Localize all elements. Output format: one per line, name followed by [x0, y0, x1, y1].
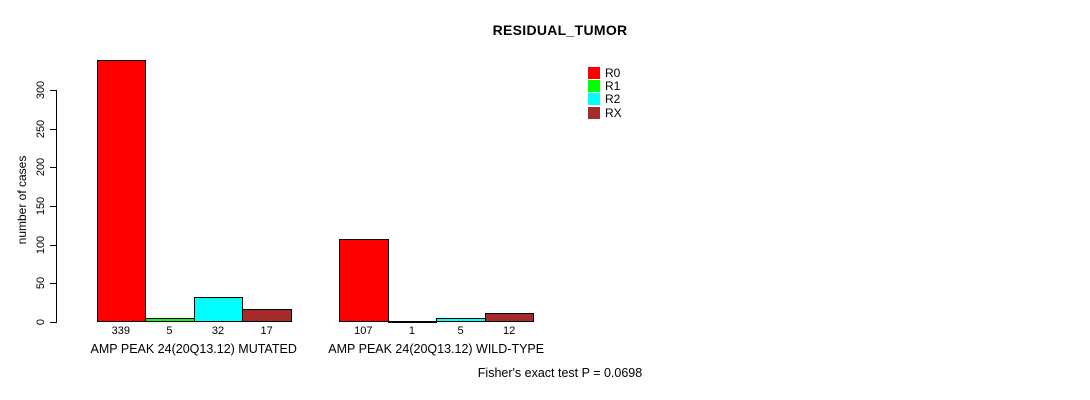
y-tick-mark — [50, 322, 56, 323]
legend-label: R1 — [605, 78, 621, 93]
bar-r0-group1 — [96, 59, 147, 322]
legend-label: R2 — [605, 92, 621, 107]
category-label: AMP PEAK 24(20Q13.12) MUTATED — [90, 342, 297, 356]
bar-value-label: 339 — [111, 325, 130, 337]
y-axis-line — [56, 90, 57, 323]
bar-r1-group2 — [387, 321, 438, 324]
bar-value-label: 32 — [211, 325, 225, 337]
chart-title: RESIDUAL_TUMOR — [492, 22, 628, 38]
y-tick-label: 100 — [35, 235, 47, 254]
category-label: AMP PEAK 24(20Q13.12) WILD-TYPE — [328, 342, 545, 356]
bar-value-label: 107 — [354, 325, 373, 337]
legend-row-r2: R2 — [588, 93, 622, 106]
bar-r1-group1 — [145, 318, 195, 322]
y-tick-label: 0 — [35, 318, 47, 326]
bar-r0-group2 — [339, 239, 389, 322]
y-tick-label: 300 — [35, 80, 47, 100]
legend-swatch-r2 — [588, 93, 600, 106]
y-tick-label: 50 — [35, 277, 47, 290]
bar-value-label: 17 — [260, 325, 273, 337]
legend-swatch-rx — [588, 106, 600, 119]
legend-row-rx: RX — [588, 106, 622, 119]
legend: R0 R1 R2 RX — [588, 66, 622, 119]
y-tick-mark — [50, 167, 56, 169]
y-tick-mark — [50, 128, 56, 130]
y-tick-mark — [50, 90, 56, 91]
bar-value-label: 1 — [408, 325, 415, 337]
bar-rx-group2 — [484, 312, 535, 322]
bar-rx-group1 — [242, 308, 292, 322]
bar-value-label: 5 — [166, 325, 173, 337]
bar-value-label: 5 — [457, 325, 464, 337]
legend-label: RX — [605, 105, 622, 120]
legend-label: R0 — [605, 65, 621, 80]
legend-swatch-r0 — [588, 66, 600, 79]
y-tick-label: 250 — [35, 119, 47, 138]
y-tick-mark — [50, 206, 56, 207]
legend-row-r0: R0 — [588, 66, 622, 79]
legend-row-r1: R1 — [588, 79, 622, 92]
y-tick-mark — [50, 244, 56, 246]
legend-swatch-r1 — [588, 79, 600, 92]
y-tick-label: 200 — [35, 158, 47, 177]
y-axis-title: number of cases — [15, 155, 29, 245]
y-tick-mark — [50, 283, 56, 285]
bar-value-label: 12 — [502, 325, 516, 337]
y-tick-label: 150 — [35, 196, 47, 216]
fisher-test-note: Fisher's exact test P = 0.0698 — [477, 366, 643, 380]
bar-r2-group2 — [436, 318, 486, 322]
bar-r2-group1 — [193, 297, 244, 322]
